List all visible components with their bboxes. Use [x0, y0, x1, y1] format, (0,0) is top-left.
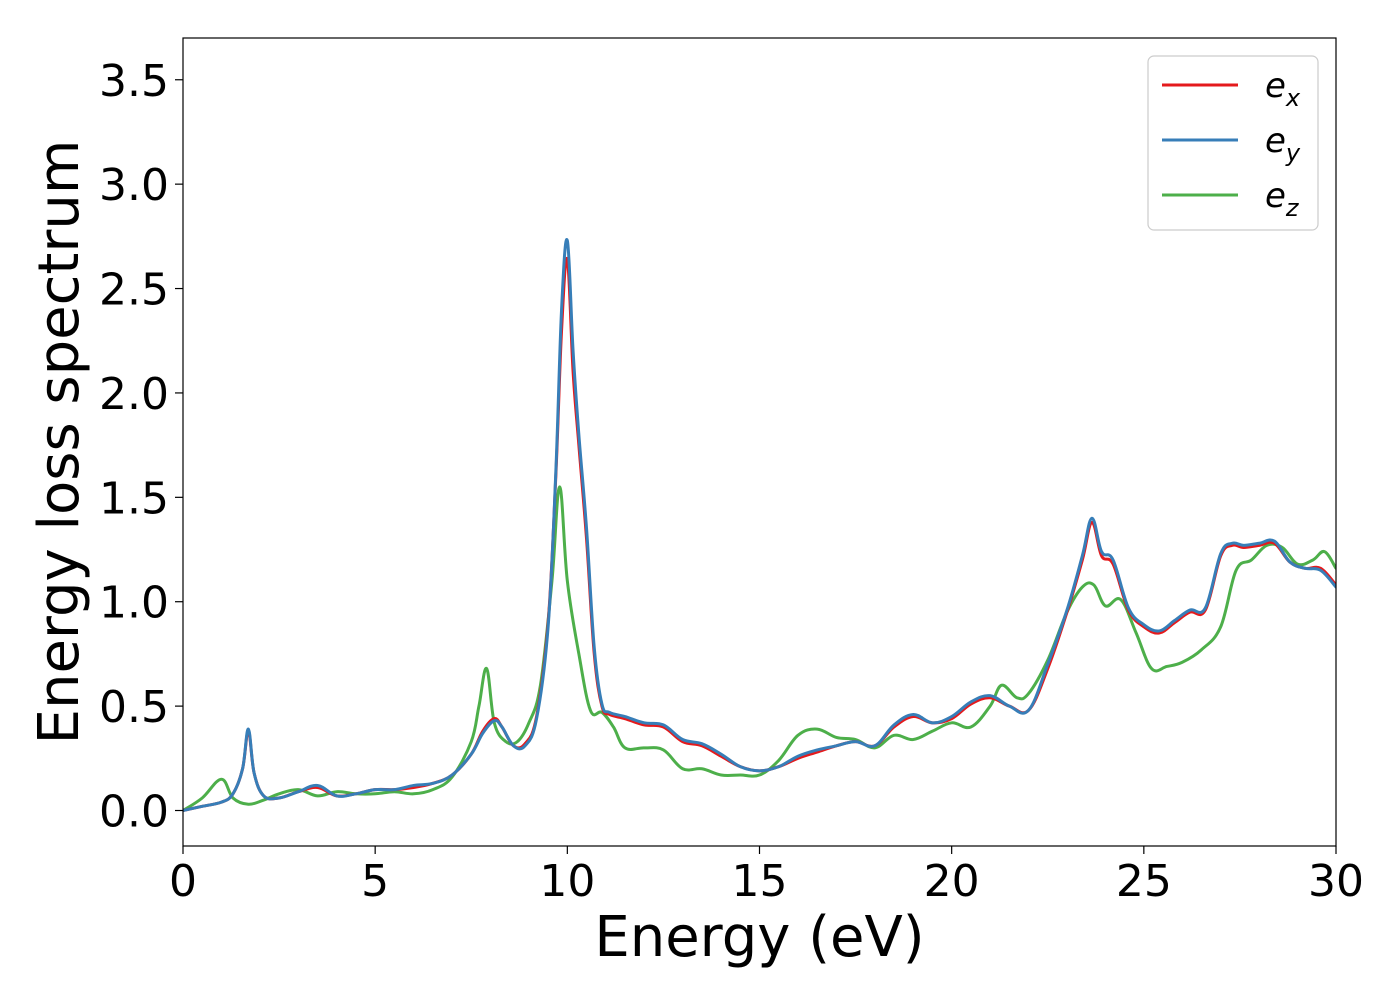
legend-label-y: ey — [1265, 121, 1301, 167]
y-tick-label: 1.0 — [99, 578, 169, 629]
series-line-z — [183, 485, 1336, 813]
y-axis-label: Energy loss spectrum — [27, 140, 92, 745]
x-tick-label: 20 — [924, 856, 980, 907]
y-tick-label: 2.0 — [99, 369, 169, 420]
y-tick-label: 3.0 — [99, 160, 169, 211]
plot-background — [183, 38, 1336, 846]
x-tick-label: 10 — [539, 856, 595, 907]
series-layer — [183, 237, 1336, 813]
legend-label-z: ez — [1265, 176, 1300, 222]
y-tick-label: 0.0 — [99, 787, 169, 838]
x-tick-label: 5 — [361, 856, 389, 907]
x-axis: 0 5 10 15 20 25 30 — [169, 846, 1364, 907]
legend-label-x: ex — [1265, 66, 1301, 112]
x-tick-label: 15 — [732, 856, 788, 907]
x-tick-label: 30 — [1308, 856, 1364, 907]
y-tick-label: 2.5 — [99, 265, 169, 316]
y-axis: 0.0 0.5 1.0 1.5 2.0 2.5 3.0 3.5 — [99, 56, 183, 838]
y-tick-label: 3.5 — [99, 56, 169, 107]
x-axis-label: Energy (eV) — [594, 905, 924, 970]
x-tick-label: 25 — [1116, 856, 1172, 907]
series-line-y — [183, 237, 1336, 813]
y-tick-label: 0.5 — [99, 682, 169, 733]
x-tick-label: 0 — [169, 856, 197, 907]
legend: ex ey ez — [1147, 55, 1319, 231]
y-tick-label: 1.5 — [99, 473, 169, 524]
legend-box — [1147, 55, 1319, 231]
